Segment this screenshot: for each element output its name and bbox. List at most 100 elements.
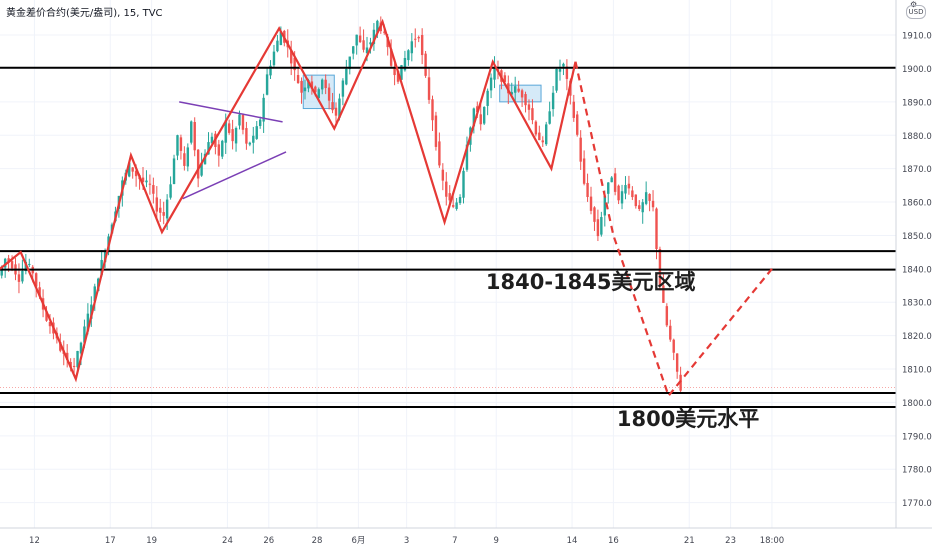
candle-body: [644, 192, 648, 204]
candle-body: [365, 47, 369, 54]
consolidation-box: [499, 84, 542, 103]
candle-body: [352, 46, 355, 54]
currency-badge[interactable]: USD: [906, 5, 926, 19]
candle-body: [489, 77, 493, 91]
candle: [558, 59, 562, 81]
candle-body: [600, 217, 603, 235]
candle-body: [183, 153, 186, 166]
candle: [186, 143, 190, 172]
time-tick-label: 3: [404, 536, 409, 546]
candle: [431, 95, 434, 132]
candle-body: [321, 79, 324, 90]
candle: [324, 74, 327, 95]
horizontal-levels[interactable]: 1919.171900.211845.301839.781802.811798.…: [0, 0, 931, 413]
candle: [613, 167, 617, 196]
candle-body: [662, 285, 665, 303]
candle-body: [45, 311, 48, 321]
chart-grid: [0, 0, 896, 528]
candle: [565, 59, 569, 91]
candle-body: [400, 65, 403, 80]
price-tick-label: 1820.0: [902, 332, 932, 342]
candle-body: [472, 108, 476, 127]
candle: [486, 88, 489, 116]
candle-body: [451, 205, 455, 207]
candle-body: [162, 212, 165, 216]
candle-body: [289, 50, 293, 64]
candle: [176, 134, 179, 161]
candle: [520, 88, 524, 107]
time-tick-label: 26: [263, 536, 274, 546]
candle-body: [482, 106, 486, 124]
candle-body: [324, 79, 327, 89]
candle-body: [396, 70, 400, 82]
candle: [648, 193, 651, 212]
candle-body: [355, 34, 358, 46]
candle: [172, 154, 176, 185]
candle-body: [576, 114, 579, 135]
candle: [241, 113, 245, 135]
candle: [651, 190, 655, 212]
candle: [555, 67, 558, 93]
candle-body: [638, 205, 641, 209]
candle: [341, 78, 345, 106]
price-tick-label: 1840.0: [902, 265, 932, 275]
candle-body: [10, 261, 14, 269]
candle: [131, 167, 134, 179]
candle-body: [152, 185, 155, 194]
candle: [579, 130, 582, 170]
candle: [3, 257, 7, 278]
candle-body: [675, 353, 679, 372]
candle: [193, 117, 196, 157]
candle: [441, 163, 445, 191]
settings-icon[interactable]: ⚙: [910, 0, 918, 9]
candle-body: [159, 207, 162, 213]
candle-body: [479, 114, 482, 125]
candle-body: [224, 120, 227, 143]
candle-body: [476, 106, 479, 113]
candle-body: [393, 67, 396, 76]
candle-body: [210, 136, 214, 144]
candle: [644, 181, 648, 206]
candle-body: [434, 115, 438, 147]
candle-body: [86, 313, 90, 332]
candle-body: [582, 158, 586, 184]
wave-polyline: [0, 18, 577, 383]
candle-body: [613, 173, 617, 192]
candle-body: [217, 144, 221, 156]
candle: [17, 263, 21, 294]
candle-body: [493, 66, 496, 80]
candle-body: [641, 202, 644, 213]
candle-body: [548, 111, 551, 124]
candle-body: [651, 200, 655, 208]
candle-body: [176, 135, 179, 156]
candle-body: [196, 149, 200, 179]
candle: [155, 186, 159, 219]
candle-body: [238, 114, 241, 126]
time-axis[interactable]: 12 17 19 24 26 28 6月 3 7 9 14 16 21 23 18:00: [0, 527, 932, 546]
time-tick-label: 17: [105, 536, 116, 546]
candle-body: [572, 101, 575, 118]
candle-body: [445, 181, 448, 197]
candle: [300, 77, 303, 104]
candle: [624, 176, 627, 200]
candle: [310, 75, 314, 95]
candle-body: [672, 339, 675, 353]
candle: [331, 92, 334, 114]
candle: [234, 126, 238, 152]
candle: [662, 274, 665, 303]
candle-body: [128, 162, 131, 177]
price-axis[interactable]: 1770.0 1780.0 1790.0 1800.0 1810.0 1820.0 1830…: [895, 0, 932, 550]
wave-lines: [0, 18, 577, 383]
candle-body: [227, 123, 231, 133]
chart-legend-title: 黄金差价合约(美元/盎司), 15, TVC: [6, 8, 163, 19]
price-tick-label: 1810.0: [902, 366, 932, 376]
annotation-support-level: 1800美元水平: [617, 407, 759, 431]
candle: [472, 107, 476, 134]
candle: [420, 28, 424, 65]
candle: [258, 116, 262, 129]
candle: [548, 101, 551, 125]
candle: [410, 33, 414, 62]
candle-body: [190, 121, 193, 143]
candle-body: [358, 35, 362, 43]
